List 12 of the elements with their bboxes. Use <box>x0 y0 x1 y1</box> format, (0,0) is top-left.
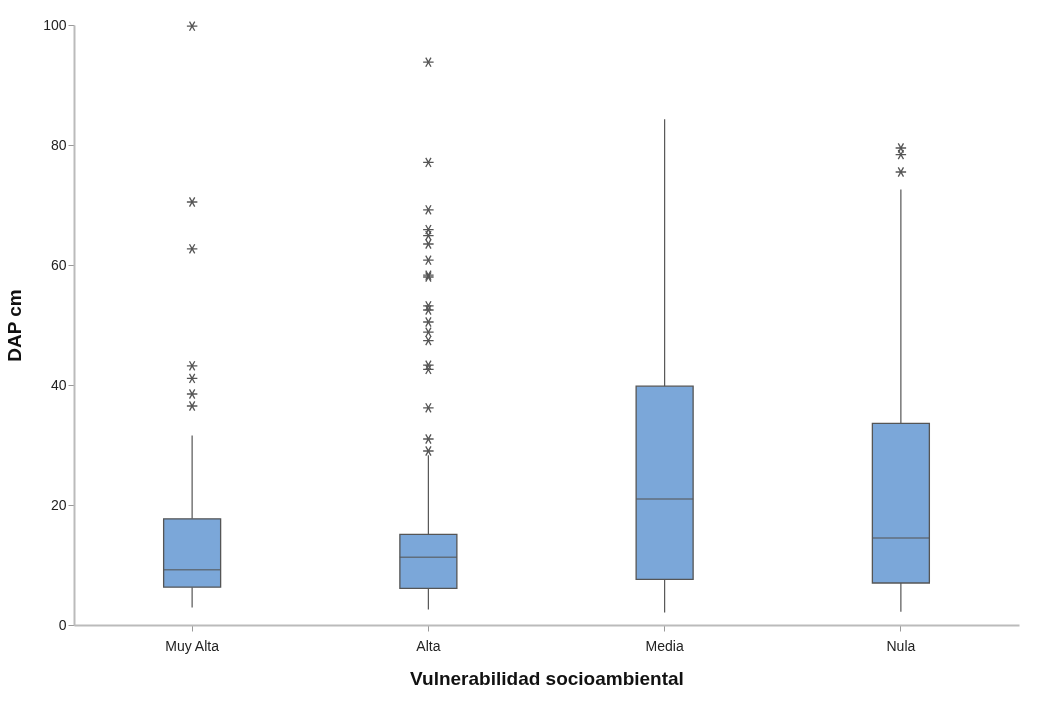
x-tick-label: Media <box>645 637 684 654</box>
y-tick-label: 100 <box>43 16 67 33</box>
y-axis-title: DAP cm <box>4 289 26 362</box>
x-tick-label: Alta <box>416 637 441 654</box>
x-tick-label: Muy Alta <box>165 637 220 654</box>
y-tick-label: 20 <box>50 496 67 513</box>
y-tick-label: 0 <box>58 616 67 633</box>
x-axis-title: Vulnerabilidad socioambiental <box>410 667 684 689</box>
x-tick-label: Nula <box>886 637 916 654</box>
y-tick-label: 80 <box>50 136 67 153</box>
y-tick-label: 60 <box>50 256 67 273</box>
y-tick-label: 40 <box>50 376 67 393</box>
